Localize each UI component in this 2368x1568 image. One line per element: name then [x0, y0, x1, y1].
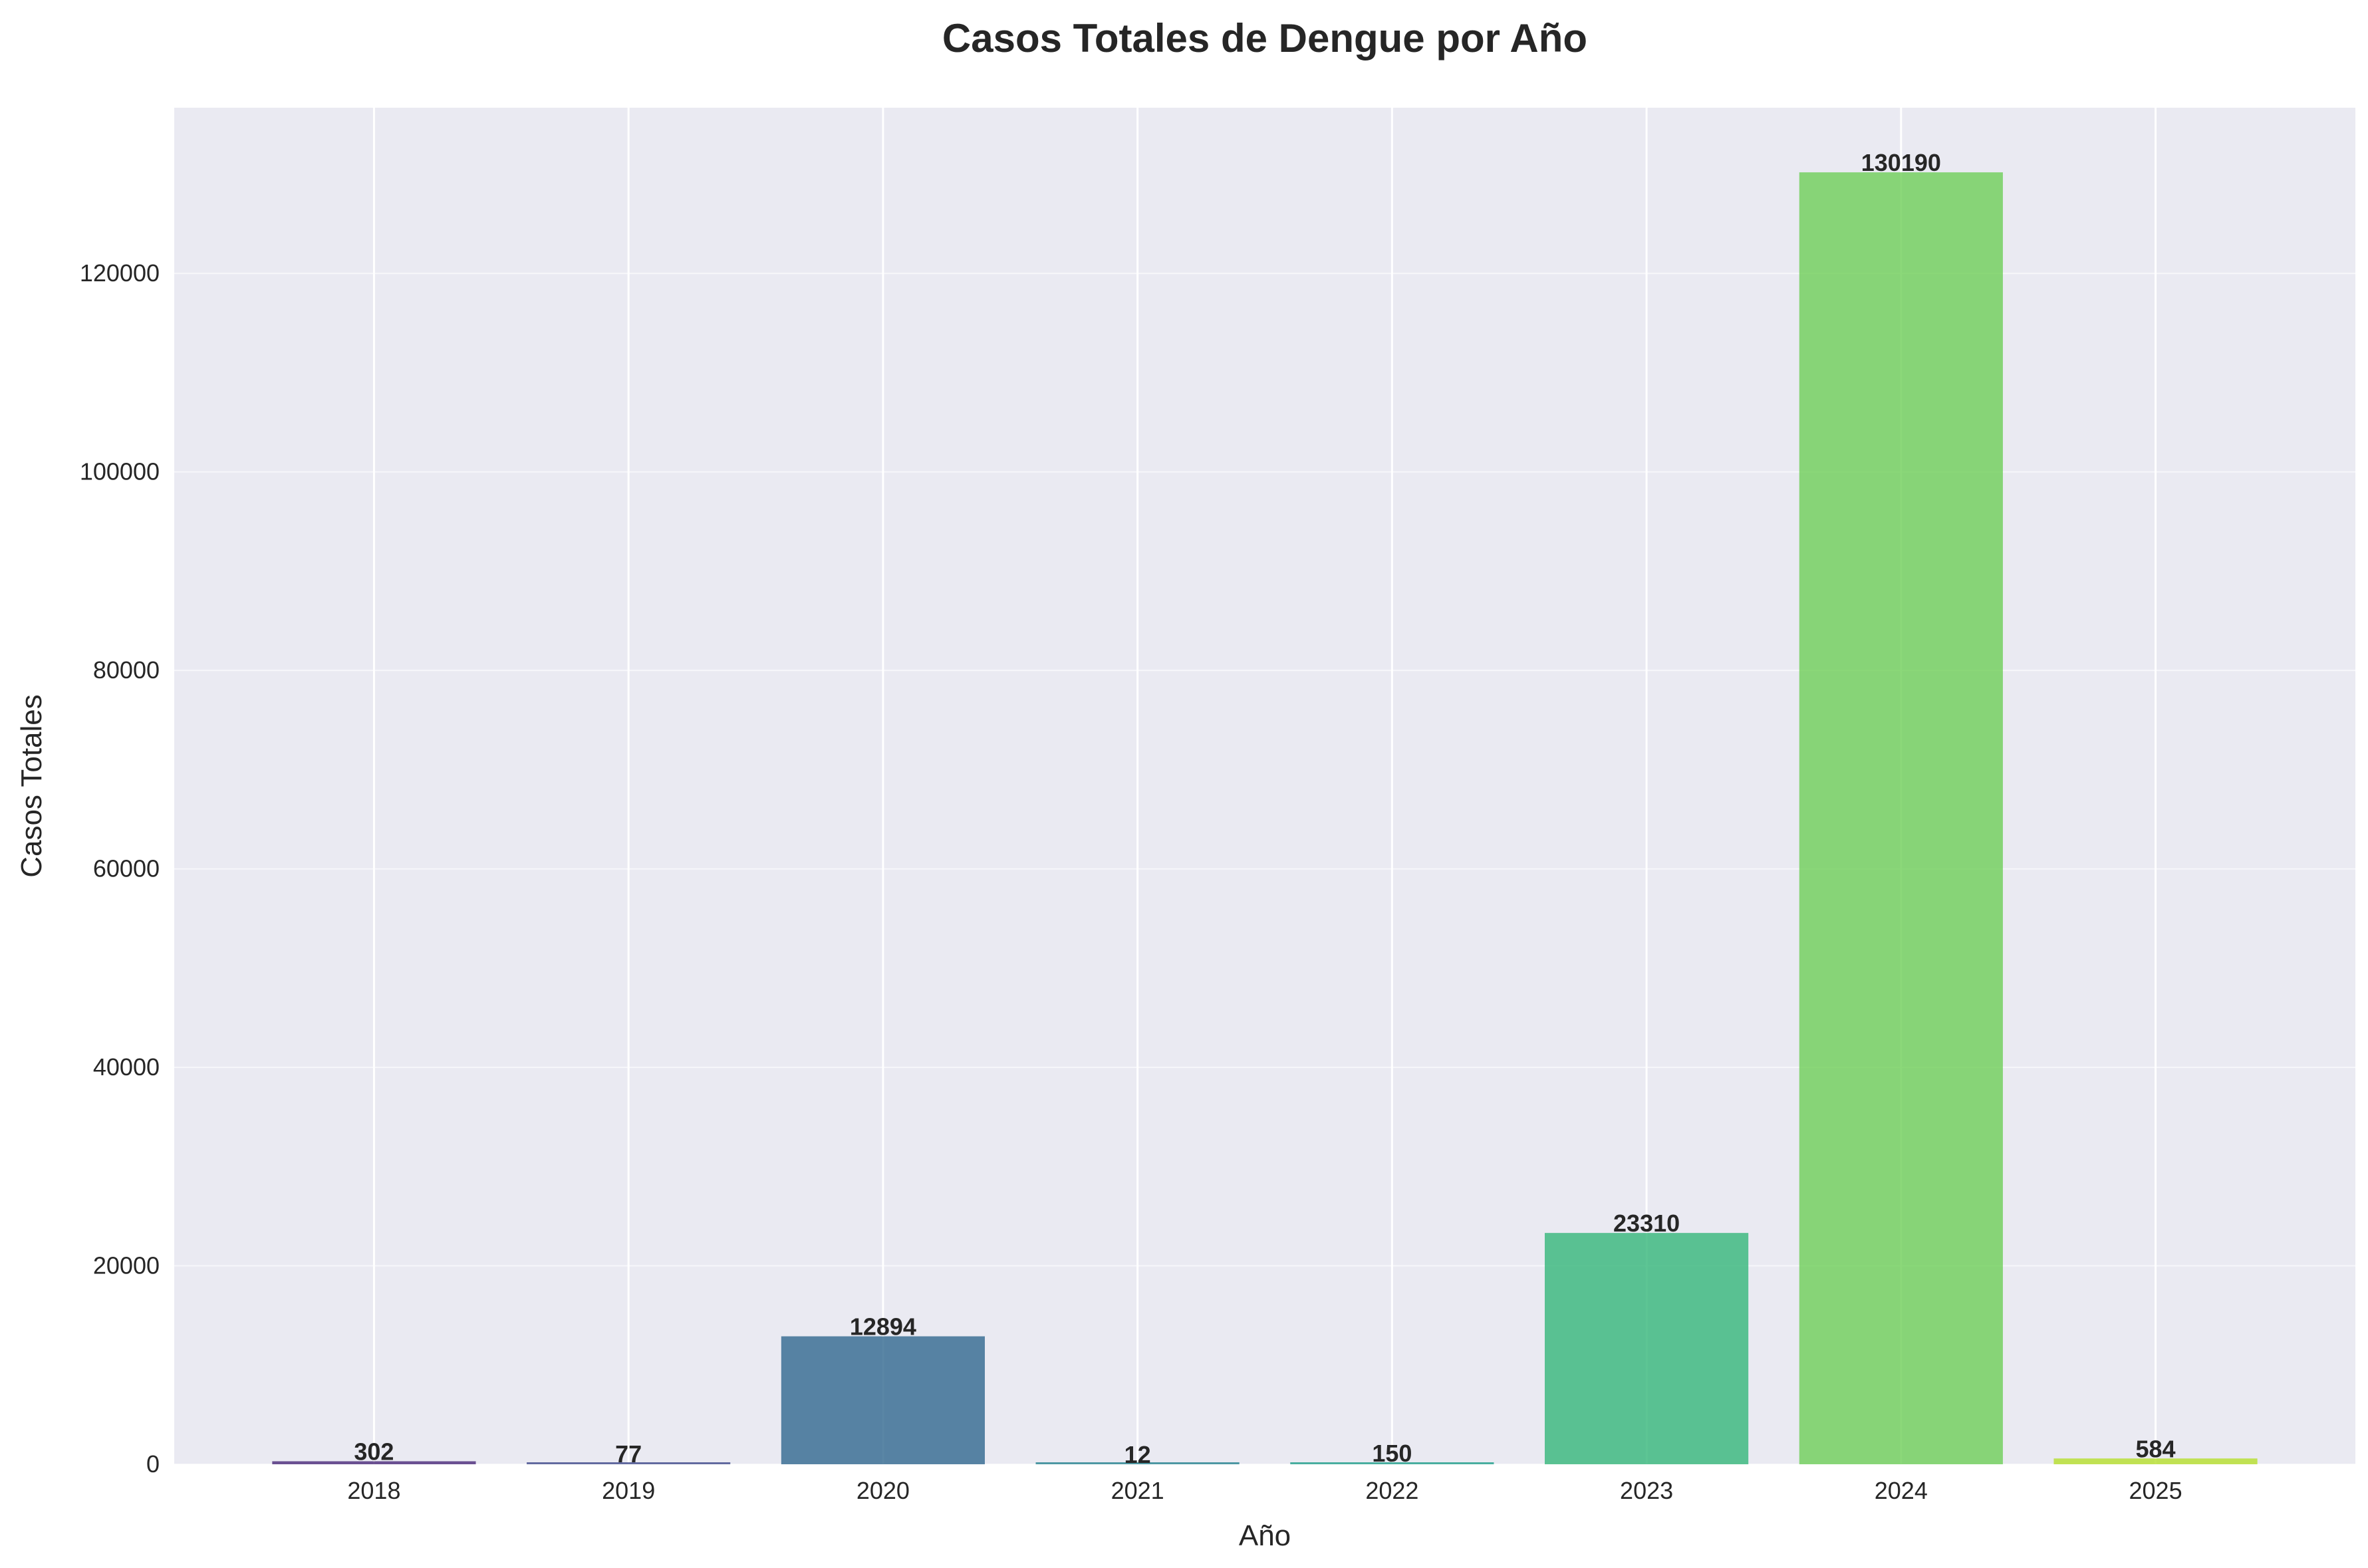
chart-title: Casos Totales de Dengue por Año [942, 16, 1587, 61]
data-label-2020: 12894 [850, 1313, 916, 1341]
bars [272, 172, 2258, 1465]
data-label-2021: 12 [1124, 1441, 1151, 1468]
y-tick-label: 20000 [93, 1252, 160, 1279]
data-label-2022: 150 [1372, 1440, 1412, 1467]
y-tick-label: 120000 [80, 259, 160, 287]
x-tick-label: 2020 [856, 1477, 910, 1504]
x-tick-labels: 2018 2019 2020 2021 2022 2023 2024 2025 [347, 1477, 2182, 1504]
bar-2019 [527, 1462, 731, 1464]
x-tick-label: 2023 [1620, 1477, 1673, 1504]
x-tick-label: 2022 [1365, 1477, 1418, 1504]
bar-2018 [272, 1461, 476, 1464]
y-gridlines [174, 273, 2355, 1465]
y-tick-labels: 0 20000 40000 60000 80000 100000 120000 [80, 259, 160, 1478]
bar-2021 [1035, 1462, 1240, 1464]
x-axis-label: Año [1239, 1519, 1291, 1552]
data-label-2024: 130190 [1861, 149, 1941, 176]
data-label-2025: 584 [2136, 1435, 2176, 1462]
bar-2023 [1545, 1233, 1749, 1464]
y-axis-label: Casos Totales [15, 694, 48, 878]
data-label-2019: 77 [615, 1440, 642, 1468]
x-tick-label: 2024 [1875, 1477, 1928, 1504]
bar-2020 [781, 1336, 985, 1464]
bar-2025 [2053, 1458, 2258, 1464]
data-labels: 302 77 12894 12 150 23310 130190 584 [354, 149, 2175, 1468]
y-tick-label: 40000 [93, 1053, 160, 1081]
x-tick-label: 2018 [347, 1477, 400, 1504]
x-tick-label: 2019 [602, 1477, 655, 1504]
y-tick-label: 0 [146, 1450, 160, 1478]
x-tick-label: 2021 [1111, 1477, 1164, 1504]
bar-2022 [1290, 1462, 1494, 1464]
data-label-2023: 23310 [1613, 1210, 1680, 1237]
y-tick-label: 60000 [93, 855, 160, 882]
bar-2024 [1799, 172, 2003, 1465]
y-tick-label: 80000 [93, 656, 160, 684]
plot-area [174, 108, 2355, 1464]
x-tick-label: 2025 [2129, 1477, 2182, 1504]
y-tick-label: 100000 [80, 458, 160, 485]
data-label-2018: 302 [354, 1438, 394, 1465]
